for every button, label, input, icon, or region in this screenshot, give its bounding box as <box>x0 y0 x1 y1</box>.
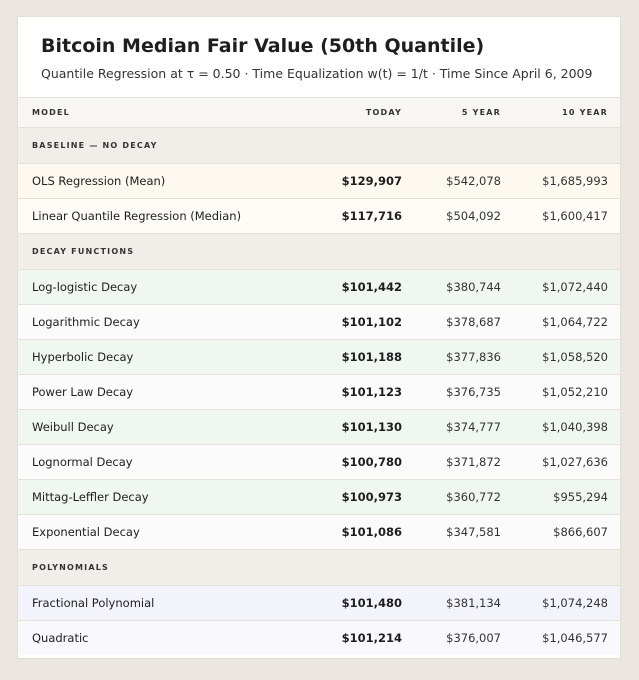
cell-value: $1,040,398 <box>542 420 608 434</box>
table-row: Lognormal Decay $100,780 $371,872 $1,027,63… <box>18 444 620 479</box>
cell-value: $360,772 <box>446 490 501 504</box>
cell-value: $101,188 <box>341 350 402 364</box>
cell-value: $1,072,440 <box>542 280 608 294</box>
model-name: Weibull Decay <box>32 420 114 434</box>
cell-value: $101,214 <box>341 631 402 645</box>
section-header: BASELINE — NO DECAY <box>18 127 620 163</box>
cell-value: $1,046,577 <box>542 631 608 645</box>
model-name: Quadratic <box>32 631 89 645</box>
section-label: POLYNOMIALS <box>32 563 109 572</box>
table-row: Weibull Decay $101,130 $374,777 $1,040,398 <box>18 409 620 444</box>
model-name: Mittag-Leffler Decay <box>32 490 149 504</box>
table-row: Quadratic $101,214 $376,007 $1,046,577 <box>18 620 620 655</box>
table-row: OLS Regression (Mean) $129,907 $542,078 $1,… <box>18 163 620 198</box>
cell-value: $504,092 <box>446 209 501 223</box>
table-row: Hyperbolic Decay $101,188 $377,836 $1,058,5… <box>18 339 620 374</box>
table-row: Fractional Polynomial $101,480 $381,134 $1,… <box>18 585 620 620</box>
column-header: MODEL <box>32 108 70 117</box>
cell-value: $117,716 <box>341 209 402 223</box>
model-name: Lognormal Decay <box>32 455 133 469</box>
section-header: DECAY FUNCTIONS <box>18 233 620 269</box>
table-row: Log-logistic Decay $101,442 $380,744 $1,072… <box>18 269 620 304</box>
cell-value: $101,480 <box>341 596 402 610</box>
cell-value: $347,581 <box>446 525 501 539</box>
table-row: Mittag-Leffler Decay $100,973 $360,772 $955… <box>18 479 620 514</box>
cell-value: $101,086 <box>341 525 402 539</box>
table-row: Logarithmic Decay $101,102 $378,687 $1,064,… <box>18 304 620 339</box>
cell-value: $1,685,993 <box>542 174 608 188</box>
model-name: OLS Regression (Mean) <box>32 174 166 188</box>
cell-value: $101,130 <box>341 420 402 434</box>
cell-value: $866,607 <box>553 525 608 539</box>
model-name: Power Law Decay <box>32 385 134 399</box>
model-name: Fractional Polynomial <box>32 596 155 610</box>
header-row: MODEL TODAY 5 YEAR 10 YEAR <box>18 97 620 127</box>
cell-value: $371,872 <box>446 455 501 469</box>
cell-value: $100,780 <box>341 455 402 469</box>
table-row: Linear Quantile Regression (Median) $117,… <box>18 198 620 233</box>
table-row: Exponential Decay $101,086 $347,581 $866,60… <box>18 514 620 549</box>
model-name: Exponential Decay <box>32 525 140 539</box>
cell-value: $1,027,636 <box>542 455 608 469</box>
cell-value: $376,007 <box>446 631 501 645</box>
cell-value: $374,777 <box>446 420 501 434</box>
cell-value: $1,074,248 <box>542 596 608 610</box>
section-header: POLYNOMIALS <box>18 549 620 585</box>
model-name: Log-logistic Decay <box>32 280 138 294</box>
model-name: Hyperbolic Decay <box>32 350 134 364</box>
cell-value: $542,078 <box>446 174 501 188</box>
cell-value: $381,134 <box>446 596 501 610</box>
model-name: Linear Quantile Regression (Median) <box>32 209 242 223</box>
cell-value: $100,973 <box>341 490 402 504</box>
cell-value: $1,064,722 <box>542 315 608 329</box>
cell-value: $377,836 <box>446 350 501 364</box>
cell-value: $101,442 <box>341 280 402 294</box>
cell-value: $1,600,417 <box>542 209 608 223</box>
table-row: Power Law Decay $101,123 $376,735 $1,052,21… <box>18 374 620 409</box>
title: Bitcoin Median Fair Value (50th Quantile… <box>41 35 485 57</box>
cell-value: $380,744 <box>446 280 501 294</box>
model-name: Logarithmic Decay <box>32 315 140 329</box>
cell-value: $129,907 <box>341 174 402 188</box>
subtitle: Quantile Regression at τ = 0.50 · Time E… <box>41 66 593 81</box>
cell-value: $1,058,520 <box>542 350 608 364</box>
cell-value: $101,102 <box>341 315 402 329</box>
section-label: BASELINE — NO DECAY <box>32 141 158 150</box>
cell-value: $955,294 <box>553 490 608 504</box>
column-header: TODAY <box>365 108 402 117</box>
card: Bitcoin Median Fair Value (50th Quantile… <box>18 17 620 658</box>
cell-value: $378,687 <box>446 315 501 329</box>
cell-value: $1,052,210 <box>542 385 608 399</box>
cell-value: $376,735 <box>446 385 501 399</box>
cell-value: $101,123 <box>341 385 402 399</box>
section-label: DECAY FUNCTIONS <box>32 247 135 256</box>
column-header: 10 YEAR <box>562 108 608 117</box>
column-header: 5 YEAR <box>461 108 501 117</box>
